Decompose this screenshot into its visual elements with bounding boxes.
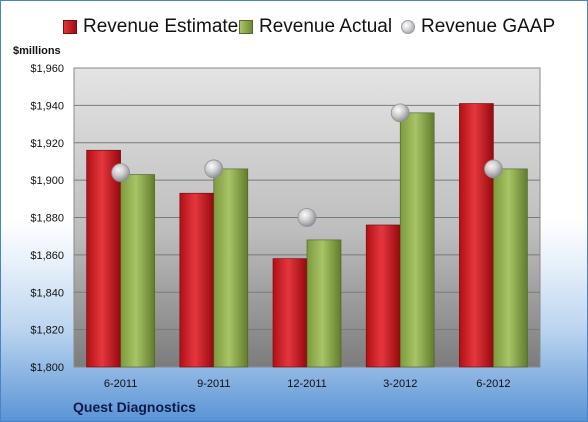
x-tick-labels: 6-2011 9-2011 12-2011 3-2012 6-2012 (104, 378, 511, 390)
y-axis-units-label: $millions (13, 45, 61, 57)
company-name: Quest Diagnostics (73, 399, 196, 415)
bar-revenue-actual (213, 168, 249, 368)
marker-revenue-gaap (111, 163, 130, 183)
y-tick-label: $1,940 (30, 100, 64, 112)
x-tick-label: 12-2011 (287, 378, 327, 390)
y-tick-label: $1,800 (30, 362, 64, 374)
bars (86, 103, 528, 368)
bar-revenue-estimate (179, 192, 215, 368)
bar-revenue-actual (306, 239, 342, 368)
bar-revenue-estimate (272, 258, 308, 368)
legend-swatch-actual (239, 20, 253, 34)
legend-item-gaap: Revenue GAAP (401, 15, 555, 39)
y-tick-labels: $1,800 $1,820 $1,840 $1,860 $1,880 $1,900 $1,9… (30, 63, 64, 374)
legend-label-gaap: Revenue GAAP (421, 16, 556, 37)
x-tick-label: 6-2012 (476, 378, 510, 390)
marker-revenue-gaap (204, 159, 224, 179)
gaap-markers (111, 103, 503, 227)
marker-revenue-gaap (483, 159, 503, 179)
y-tick-label: $1,900 (30, 175, 64, 187)
marker-revenue-gaap (297, 208, 317, 227)
y-tick-label: $1,880 (30, 213, 64, 225)
legend: Revenue Estimate Revenue Actual Revenue … (1, 15, 587, 39)
x-tick-label: 9-2011 (197, 378, 230, 390)
bar-revenue-estimate (86, 149, 121, 368)
y-tick-label: $1,840 (30, 287, 64, 299)
legend-label-actual: Revenue Actual (259, 16, 393, 37)
legend-swatch-gaap (401, 20, 415, 34)
legend-item-actual: Revenue Actual (239, 15, 392, 39)
bar-revenue-actual (399, 112, 435, 368)
x-tick-label: 6-2011 (104, 378, 137, 390)
x-tick-label: 3-2012 (383, 378, 417, 390)
bar-revenue-actual (493, 168, 528, 368)
y-tick-label: $1,920 (30, 138, 64, 150)
legend-label-estimate: Revenue Estimate (83, 16, 239, 37)
y-tick-label: $1,860 (30, 250, 64, 262)
bar-revenue-estimate (459, 103, 494, 368)
y-tick-label: $1,960 (30, 63, 64, 75)
bar-revenue-estimate (365, 224, 401, 368)
marker-revenue-gaap (390, 103, 410, 123)
legend-item-estimate: Revenue Estimate (63, 15, 238, 39)
bar-revenue-actual (120, 174, 155, 368)
legend-swatch-estimate (63, 20, 77, 34)
y-tick-label: $1,820 (30, 325, 64, 337)
